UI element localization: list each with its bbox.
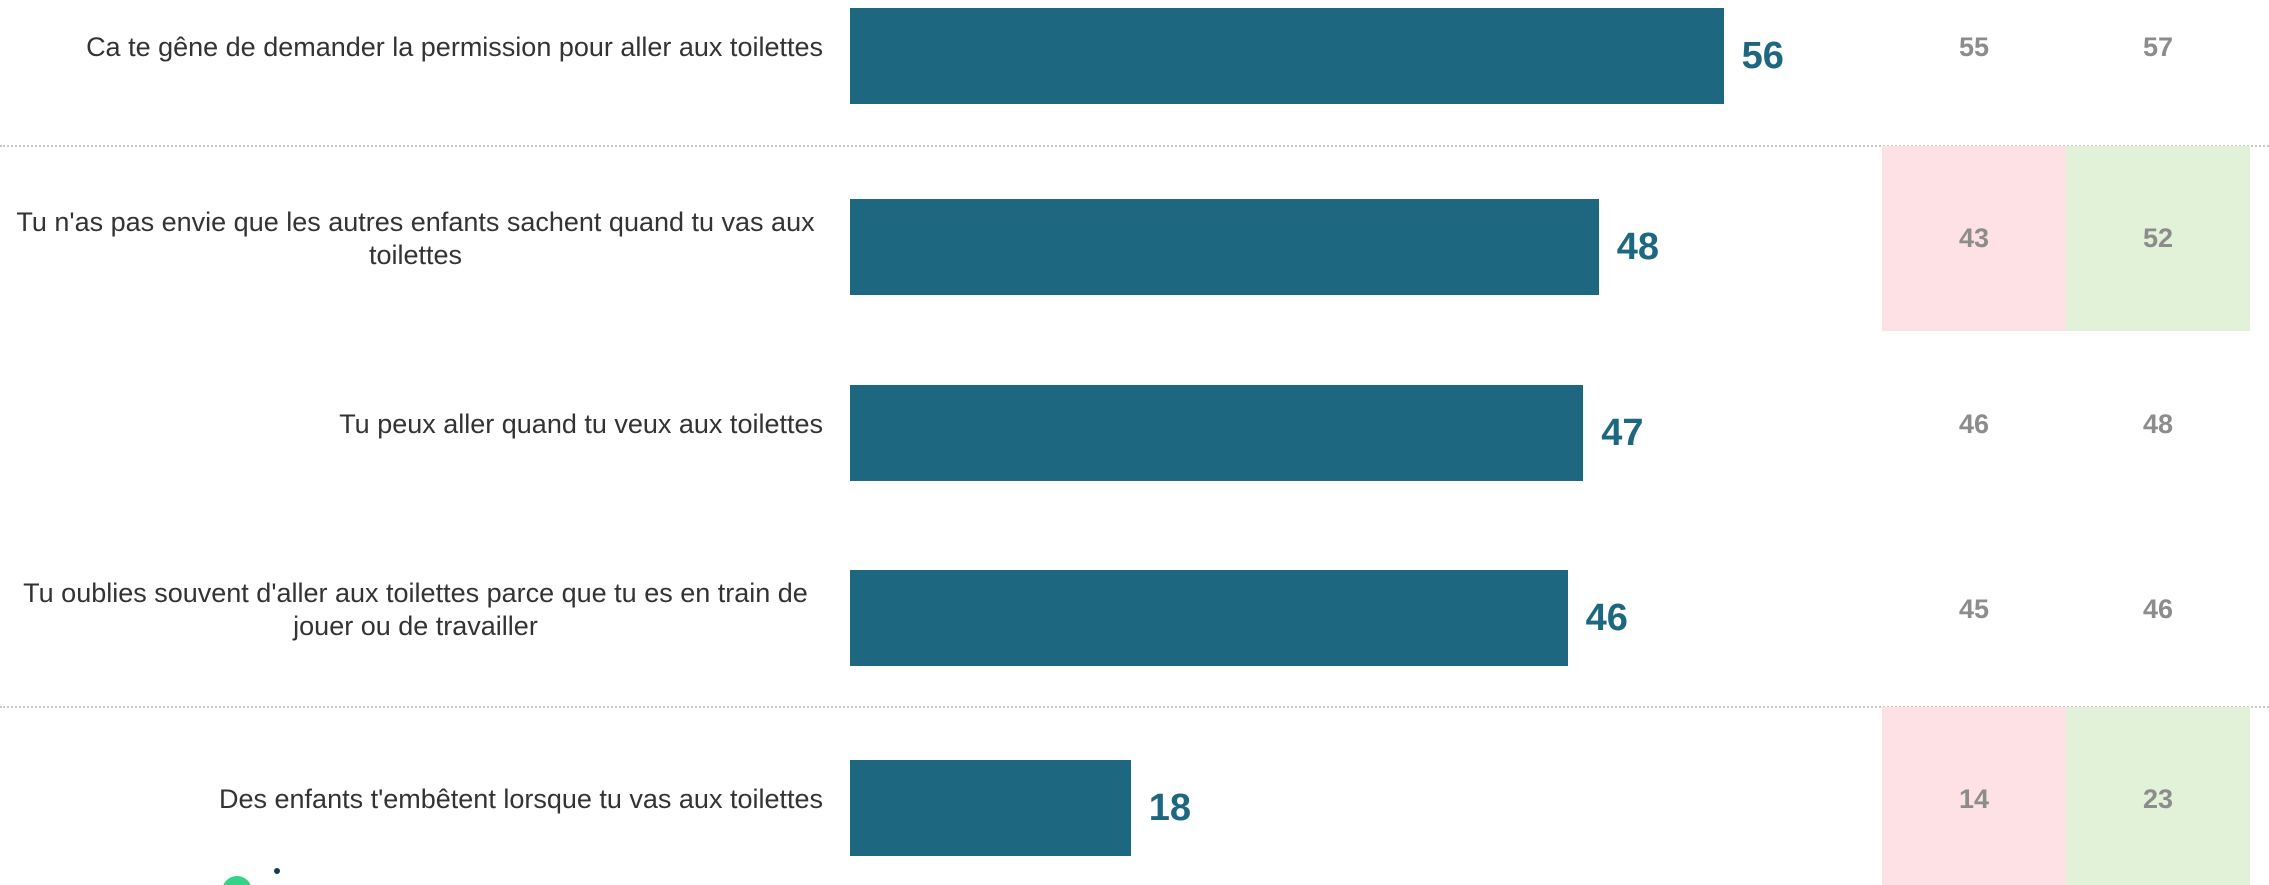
chart-row: Tu n'as pas envie que les autres enfants… bbox=[0, 146, 2269, 331]
comparison-cell-1: 14 bbox=[1882, 707, 2066, 885]
chart-row: Ca te gêne de demander la permission pou… bbox=[0, 0, 2269, 140]
bar-value-label: 56 bbox=[1741, 34, 1784, 77]
comparison-cell-2: 46 bbox=[2142, 594, 2174, 624]
bar bbox=[850, 570, 1568, 666]
bar-value-label: 47 bbox=[1601, 411, 1644, 454]
comparison-cell-1: 45 bbox=[1958, 594, 1990, 624]
chart-row: Tu oublies souvent d'aller aux toilettes… bbox=[0, 517, 2269, 702]
bar bbox=[850, 385, 1584, 481]
row-divider bbox=[0, 145, 2269, 147]
comparison-cell-1: 55 bbox=[1958, 32, 1990, 62]
comparison-cell-2: 52 bbox=[2066, 146, 2250, 331]
bar-value-label: 48 bbox=[1616, 225, 1660, 268]
comparison-cell-1: 46 bbox=[1958, 409, 1990, 439]
comparison-cell-2: 57 bbox=[2142, 32, 2174, 62]
comparison-cell-2: 48 bbox=[2142, 409, 2174, 439]
bar bbox=[850, 760, 1131, 856]
comparison-cell-1: 43 bbox=[1882, 146, 2066, 331]
row-divider bbox=[0, 706, 2269, 708]
chart-row: Des enfants t'embêtent lorsque tu vas au… bbox=[0, 707, 2269, 885]
category-label: Tu oublies souvent d'aller aux toilettes… bbox=[23, 577, 808, 641]
bar bbox=[850, 199, 1599, 295]
category-label: Tu peux aller quand tu veux aux toilette… bbox=[339, 409, 823, 439]
comparison-cell-2: 23 bbox=[2066, 707, 2250, 885]
category-label: Des enfants t'embêtent lorsque tu vas au… bbox=[219, 784, 823, 814]
brand-logo-mark bbox=[270, 868, 284, 885]
brand-logo-icon bbox=[222, 876, 252, 885]
bar-value-label: 18 bbox=[1148, 786, 1192, 829]
category-label: Ca te gêne de demander la permission pou… bbox=[86, 32, 823, 62]
bar-value-label: 46 bbox=[1585, 596, 1628, 639]
category-label: Tu n'as pas envie que les autres enfants… bbox=[16, 206, 815, 270]
chart-row: Tu peux aller quand tu veux aux toilette… bbox=[0, 332, 2269, 517]
bar bbox=[850, 8, 1724, 104]
